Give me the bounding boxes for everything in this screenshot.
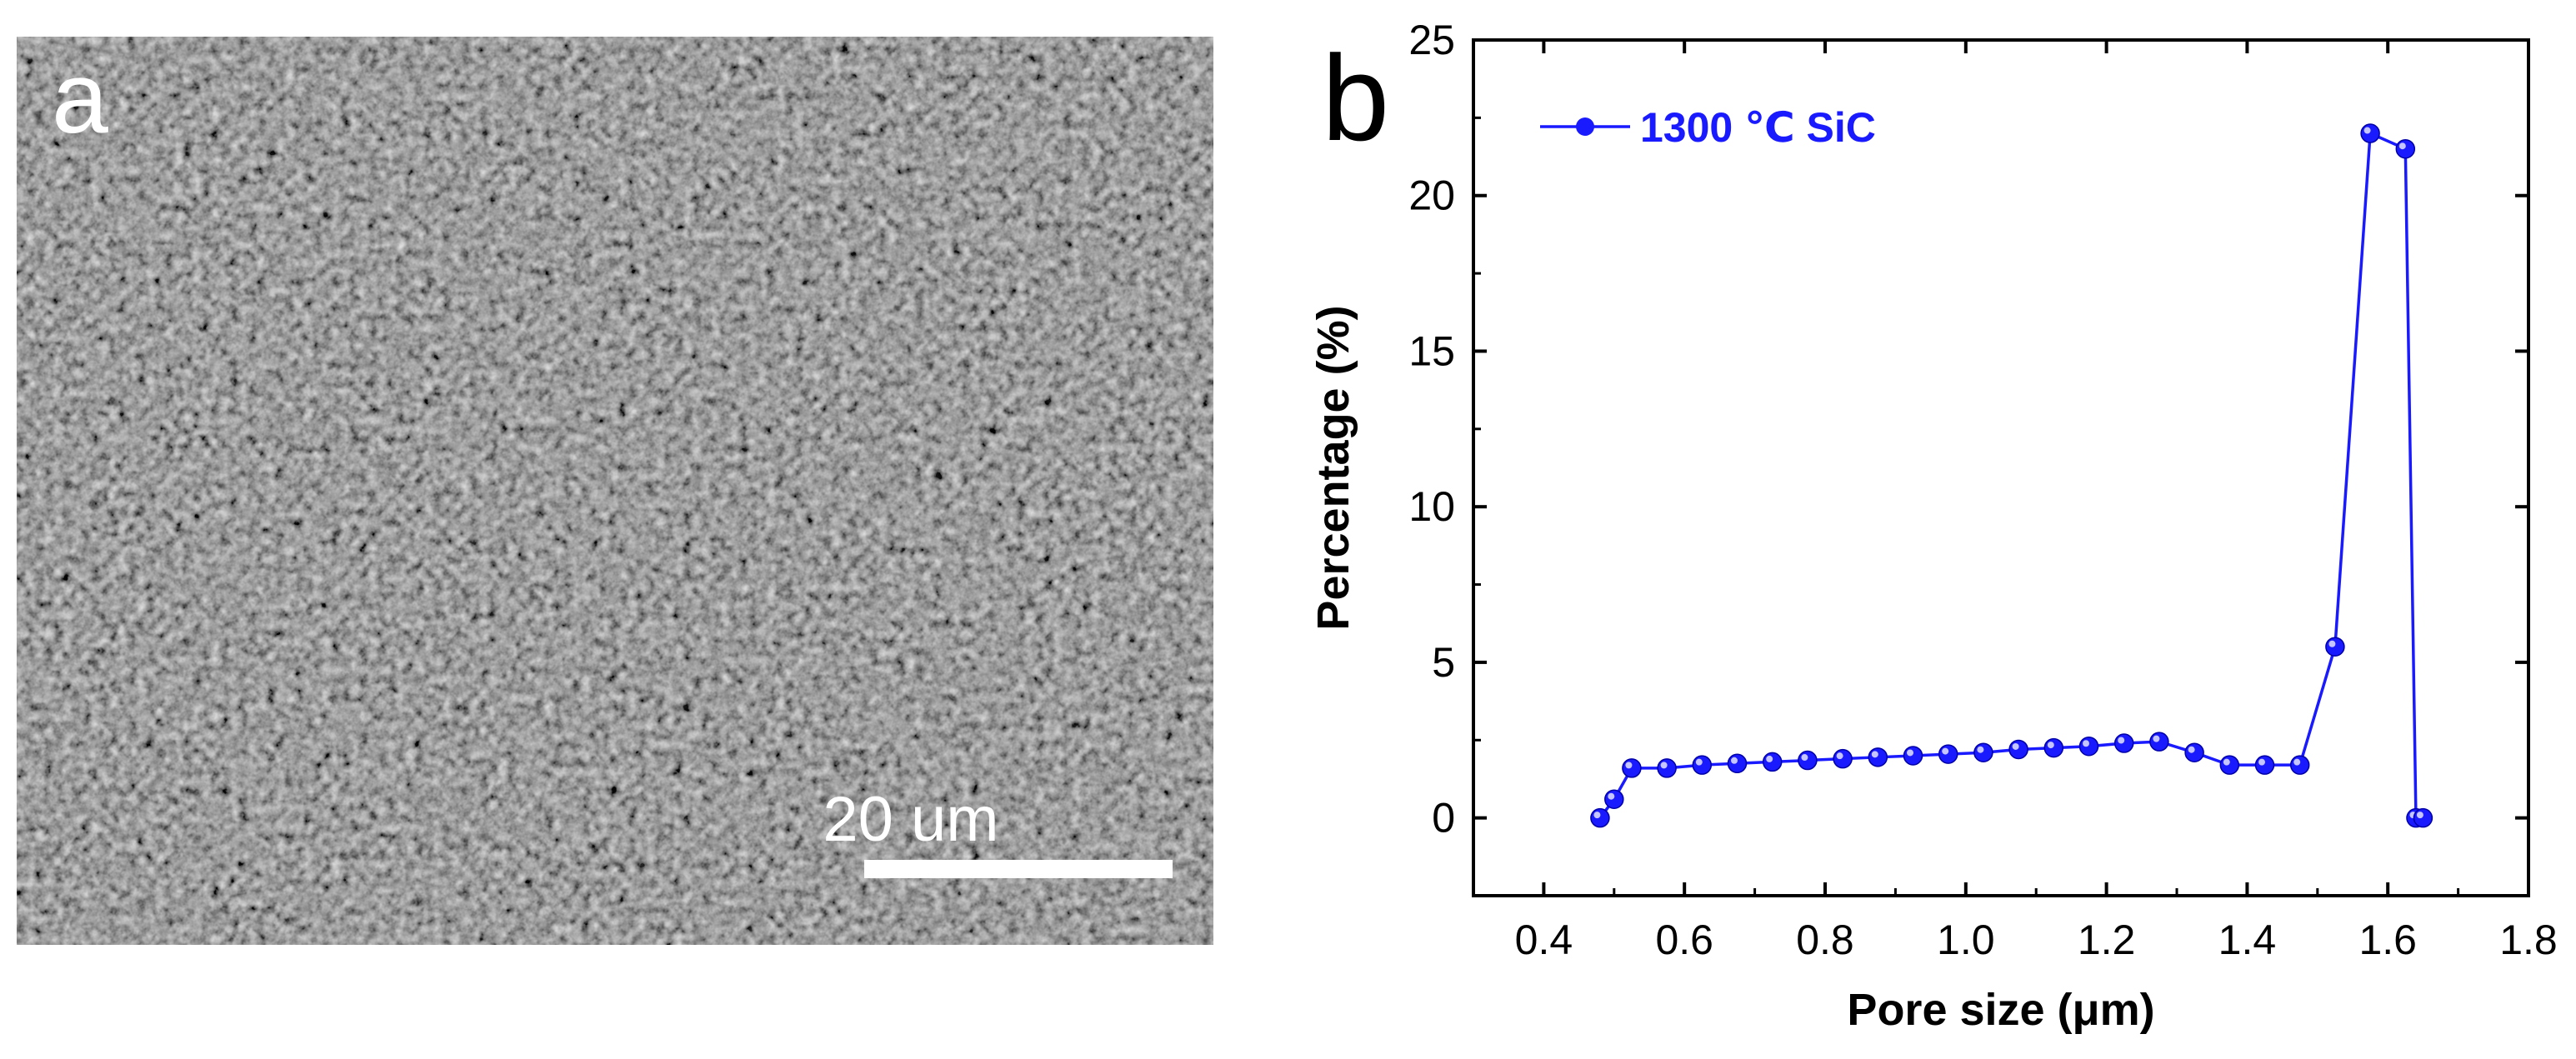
legend-marker — [1576, 117, 1594, 136]
data-point — [1868, 747, 1888, 767]
plot-frame — [1472, 38, 2530, 897]
data-point-highlight — [2293, 758, 2301, 766]
data-point-highlight — [2188, 746, 2195, 753]
data-point — [1727, 753, 1748, 774]
data-point — [1604, 789, 1624, 809]
sem-image-panel: a 20 um — [17, 37, 1213, 945]
data-point-highlight — [2012, 742, 2019, 750]
data-point-highlight — [1942, 747, 1949, 755]
chart-panel: b 0.4 0.6 0.8 1.0 1.2 1.4 1.6 1.8 0 5 10 15 20 25 130… — [1213, 0, 2576, 1055]
data-point — [2219, 755, 2240, 775]
data-point-highlight — [1801, 754, 1808, 762]
data-point — [2360, 123, 2380, 143]
data-point — [1833, 748, 1853, 769]
y-tick-label: 25 — [1408, 17, 1455, 63]
data-point — [2149, 732, 2169, 752]
data-point — [1903, 746, 1923, 766]
data-point — [2008, 739, 2028, 760]
chart-axes: 0.4 0.6 0.8 1.0 1.2 1.4 1.6 1.8 0 5 10 15 20 25 — [1408, 17, 2557, 963]
data-point-highlight — [1608, 792, 1615, 800]
data-point — [1692, 755, 1713, 775]
sem-highlights — [17, 37, 1213, 945]
x-tick-label: 1.4 — [2218, 917, 2277, 963]
y-tick-label: 10 — [1408, 483, 1455, 530]
data-point — [1657, 758, 1677, 778]
data-point-highlight — [1836, 752, 1843, 760]
data-point — [2254, 755, 2275, 775]
scale-bar — [864, 860, 1173, 878]
x-tick-label: 1.0 — [1937, 917, 1995, 963]
x-axis-label: Pore size (μm) — [1847, 985, 2154, 1035]
pore-size-chart: b 0.4 0.6 0.8 1.0 1.2 1.4 1.6 1.8 0 5 10 15 20 25 130… — [1308, 17, 2558, 1035]
data-point — [2043, 737, 2064, 758]
data-point-highlight — [1625, 762, 1633, 769]
data-point — [2325, 637, 2345, 657]
x-tick-label: 0.4 — [1515, 917, 1573, 963]
data-point-highlight — [1871, 751, 1878, 758]
legend-label: 1300 ℃ SiC — [1640, 104, 1876, 151]
y-tick-label: 0 — [1432, 795, 1455, 842]
data-point-highlight — [2258, 758, 2265, 766]
x-tick-label: 1.6 — [2358, 917, 2417, 963]
data-point-highlight — [2118, 737, 2125, 744]
series-line — [1598, 131, 2423, 820]
data-point-highlight — [2083, 740, 2089, 747]
data-point — [2413, 807, 2433, 828]
data-point — [2078, 736, 2099, 757]
chart-legend: 1300 ℃ SiC — [1540, 104, 1876, 151]
data-point — [1622, 758, 1642, 778]
data-point-highlight — [2153, 735, 2160, 742]
data-point-highlight — [1977, 746, 1984, 753]
data-point-highlight — [2328, 640, 2336, 647]
data-point-highlight — [1766, 755, 1773, 762]
data-point-highlight — [1907, 749, 1913, 757]
x-tick-label: 0.6 — [1655, 917, 1713, 963]
data-point — [1590, 807, 1610, 828]
x-tick-label: 1.2 — [2078, 917, 2136, 963]
data-point — [1973, 742, 1993, 762]
data-point — [1798, 750, 1818, 771]
data-point-highlight — [2398, 142, 2406, 150]
data-point-highlight — [1660, 762, 1668, 769]
data-point — [2113, 733, 2134, 753]
panel-a-label: a — [52, 41, 108, 154]
x-tick-label: 1.8 — [2499, 917, 2558, 963]
x-tick-label: 0.8 — [1796, 917, 1854, 963]
panel-b-label: b — [1322, 30, 1389, 166]
data-point — [1938, 744, 1958, 764]
data-point-highlight — [1731, 757, 1738, 764]
data-point — [2395, 138, 2416, 159]
y-axis-label: Percentage (%) — [1308, 305, 1358, 630]
y-tick-label: 5 — [1432, 639, 1455, 686]
data-point — [1762, 752, 1783, 772]
data-point-highlight — [2363, 127, 2371, 134]
data-point-highlight — [1593, 812, 1601, 819]
data-point — [2184, 742, 2204, 762]
data-point-highlight — [1695, 758, 1703, 766]
chart-series — [1590, 123, 2433, 828]
scale-bar-label: 20 um — [823, 784, 998, 855]
sem-micrograph: a 20 um — [17, 37, 1213, 945]
y-tick-label: 15 — [1408, 327, 1455, 374]
data-point — [2289, 755, 2310, 775]
data-point-highlight — [2416, 812, 2423, 819]
y-tick-label: 20 — [1408, 172, 1455, 219]
data-point-highlight — [2047, 742, 2054, 749]
data-point-highlight — [2223, 758, 2230, 766]
